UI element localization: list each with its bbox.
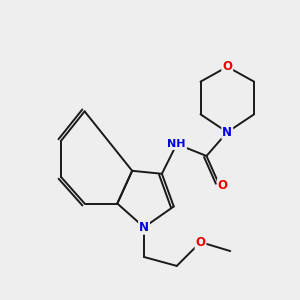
Text: N: N [222, 126, 232, 139]
Text: O: O [222, 60, 232, 73]
Text: O: O [196, 236, 206, 249]
Text: N: N [139, 221, 149, 234]
Text: O: O [218, 179, 228, 192]
Text: NH: NH [167, 139, 186, 149]
